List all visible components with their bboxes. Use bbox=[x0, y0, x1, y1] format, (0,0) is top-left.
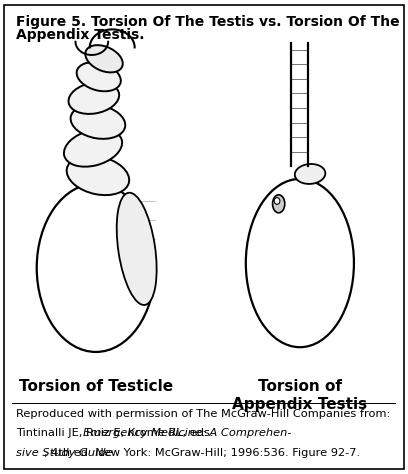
Text: Appendix Testis.: Appendix Testis. bbox=[16, 28, 145, 43]
Text: Figure 5. Torsion Of The Testis vs. Torsion Of The: Figure 5. Torsion Of The Testis vs. Tors… bbox=[16, 15, 400, 29]
Text: Tintinalli JE, Ruiz E, Krome RL, eds.: Tintinalli JE, Ruiz E, Krome RL, eds. bbox=[16, 428, 217, 438]
Circle shape bbox=[274, 198, 280, 204]
Ellipse shape bbox=[77, 62, 121, 91]
Ellipse shape bbox=[64, 129, 122, 167]
Ellipse shape bbox=[246, 179, 354, 347]
Ellipse shape bbox=[85, 45, 123, 73]
Ellipse shape bbox=[67, 155, 129, 195]
Text: , 4th ed. New York: McGraw-Hill; 1996:536. Figure 92-7.: , 4th ed. New York: McGraw-Hill; 1996:53… bbox=[44, 448, 361, 458]
Ellipse shape bbox=[71, 105, 125, 139]
Text: Emergency Medicine: A Comprehen-: Emergency Medicine: A Comprehen- bbox=[83, 428, 291, 438]
Text: Reproduced with permission of The McGraw-Hill Companies from:: Reproduced with permission of The McGraw… bbox=[16, 409, 391, 419]
Ellipse shape bbox=[37, 184, 155, 352]
Ellipse shape bbox=[117, 193, 157, 305]
FancyBboxPatch shape bbox=[12, 403, 396, 404]
Text: Torsion of Testicle: Torsion of Testicle bbox=[19, 379, 173, 394]
Ellipse shape bbox=[273, 195, 285, 213]
Text: sive Study Guide: sive Study Guide bbox=[16, 448, 113, 458]
Ellipse shape bbox=[69, 82, 119, 114]
Ellipse shape bbox=[295, 164, 325, 184]
Text: Torsion of
Appendix Testis: Torsion of Appendix Testis bbox=[232, 379, 368, 412]
